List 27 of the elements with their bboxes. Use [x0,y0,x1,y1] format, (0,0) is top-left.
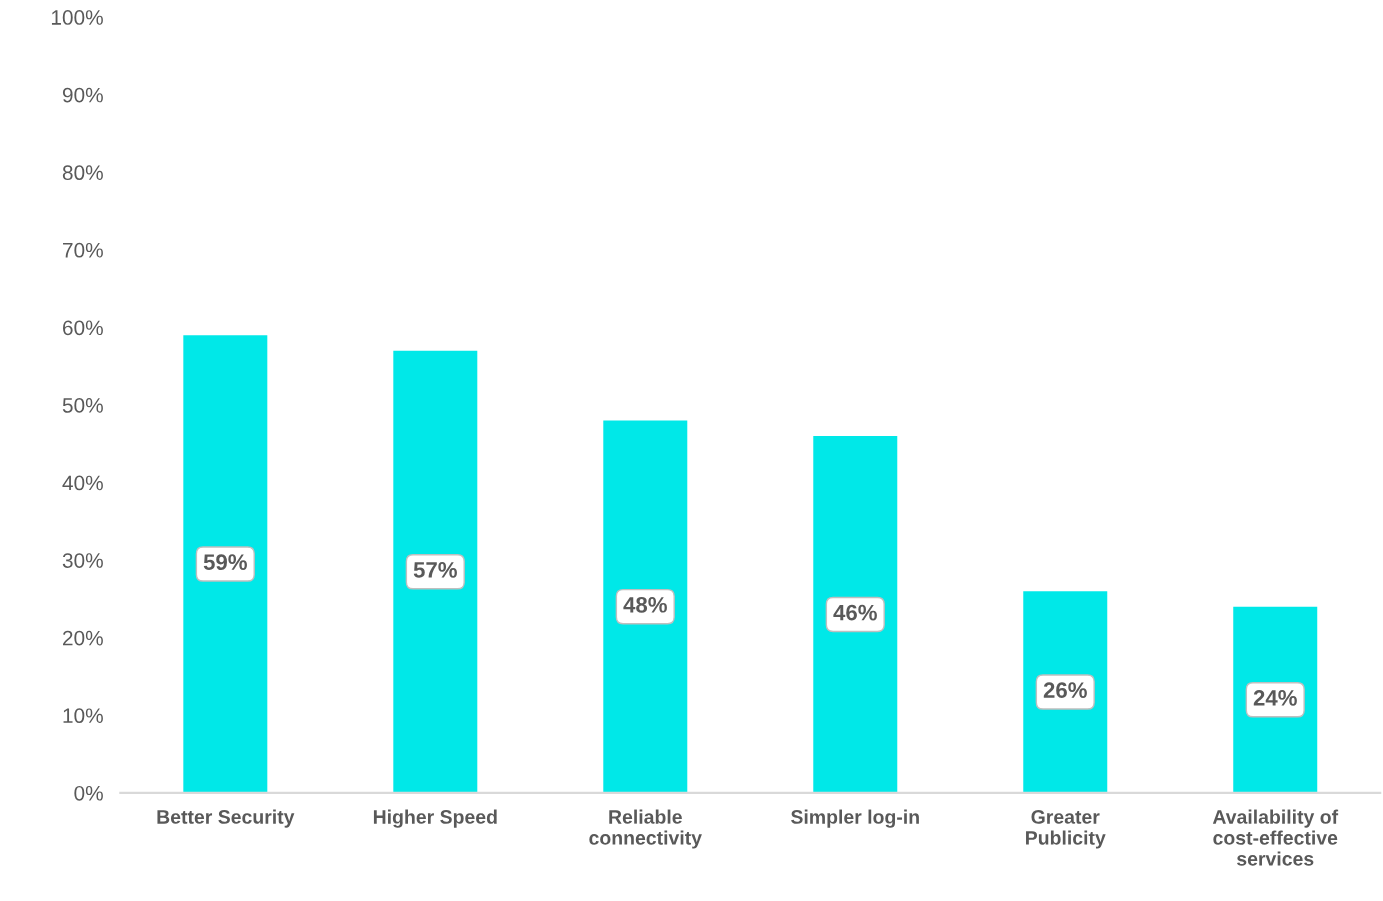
data-label: 26% [1043,682,1087,698]
y-tick-label: 50% [62,398,103,413]
y-tick-label: 30% [62,553,103,568]
bar [183,335,268,793]
y-tick-label: 40% [62,475,103,491]
y-tick-label: 90% [62,87,103,103]
y-tick-label: 100% [51,10,103,25]
y-tick-label: 0% [74,785,103,801]
x-tick-label: Higher Speed [373,809,497,828]
y-tick-label: 70% [63,242,103,258]
x-tick-label: Reliable connectivity [589,809,702,849]
x-tick-label: Availability of cost-effective services [1212,809,1339,866]
x-tick-label: Greater Publicity [1026,810,1106,849]
bar [393,350,478,793]
y-tick-label: 10% [63,708,103,724]
y-tick-label: 80% [62,165,103,181]
x-tick-label: Simpler log-in [791,809,919,828]
bar [603,420,688,793]
y-tick-label: 20% [63,630,103,646]
data-label: 59% [203,554,247,570]
data-label: 57% [413,562,457,578]
data-label: 48% [623,596,667,613]
data-label: 46% [833,604,877,621]
data-label: 24% [1253,690,1297,706]
y-tick-label: 60% [63,320,103,336]
x-tick-label: Better Security [157,809,295,828]
bar [813,436,898,793]
